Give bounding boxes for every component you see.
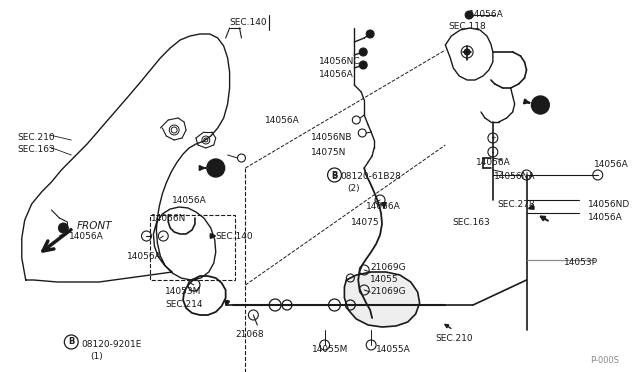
Text: FRONT: FRONT <box>77 221 113 231</box>
Text: 14056A: 14056A <box>265 116 300 125</box>
Text: (2): (2) <box>348 184 360 193</box>
Bar <box>150 215 234 280</box>
Text: 21069G: 21069G <box>370 263 406 272</box>
Text: SEC.214: SEC.214 <box>165 300 203 309</box>
Text: SEC.140: SEC.140 <box>230 18 268 27</box>
Text: 14056A: 14056A <box>588 213 623 222</box>
Text: 14053M: 14053M <box>165 287 202 296</box>
Text: -: - <box>492 149 494 155</box>
Text: SEC.210: SEC.210 <box>18 133 56 142</box>
Text: 14075N: 14075N <box>311 148 346 157</box>
Text: 14056NB: 14056NB <box>311 133 352 142</box>
Polygon shape <box>344 272 420 327</box>
Text: B: B <box>332 172 338 181</box>
Text: SEC.163: SEC.163 <box>18 145 56 154</box>
Text: 14056A: 14056A <box>319 70 353 79</box>
Text: P-000S: P-000S <box>590 356 619 365</box>
Text: 14056A: 14056A <box>69 232 104 241</box>
Text: 14056A: 14056A <box>476 158 511 167</box>
Text: 14056A: 14056A <box>127 252 161 261</box>
Text: 08120-61B28: 08120-61B28 <box>340 172 401 181</box>
Text: 14056A: 14056A <box>469 10 504 19</box>
Circle shape <box>366 30 374 38</box>
Circle shape <box>465 11 473 19</box>
Text: ②: ② <box>536 100 544 109</box>
Text: 14056NC: 14056NC <box>319 57 360 66</box>
Circle shape <box>531 96 549 114</box>
Text: 14055M: 14055M <box>312 345 348 354</box>
Circle shape <box>207 159 225 177</box>
Circle shape <box>464 49 470 55</box>
Text: SEC.163: SEC.163 <box>452 218 490 227</box>
Text: +: + <box>490 135 496 141</box>
Text: ②: ② <box>212 164 220 173</box>
Circle shape <box>58 223 68 233</box>
Text: 14056A: 14056A <box>172 196 207 205</box>
Text: 14075: 14075 <box>351 218 380 227</box>
Text: 21068: 21068 <box>236 330 264 339</box>
Circle shape <box>359 61 367 69</box>
Text: SEC.210: SEC.210 <box>435 334 473 343</box>
Text: SEC.118: SEC.118 <box>449 22 486 31</box>
Text: 14056ND: 14056ND <box>588 200 630 209</box>
Text: B: B <box>332 170 338 180</box>
Text: 14056A: 14056A <box>366 202 401 211</box>
Text: B: B <box>68 337 74 346</box>
Text: 14056A: 14056A <box>594 160 628 169</box>
Text: (1): (1) <box>90 352 103 361</box>
Circle shape <box>359 48 367 56</box>
Text: 14056N: 14056N <box>152 214 187 223</box>
Text: 14055A: 14055A <box>376 345 411 354</box>
Text: 08120-9201E: 08120-9201E <box>81 340 141 349</box>
Text: 14056NA: 14056NA <box>494 172 535 181</box>
Text: 14055: 14055 <box>370 275 399 284</box>
Text: SEC.278: SEC.278 <box>498 200 536 209</box>
Text: 14053P: 14053P <box>564 258 598 267</box>
Text: 21069G: 21069G <box>370 287 406 296</box>
Text: SEC.140: SEC.140 <box>216 232 253 241</box>
